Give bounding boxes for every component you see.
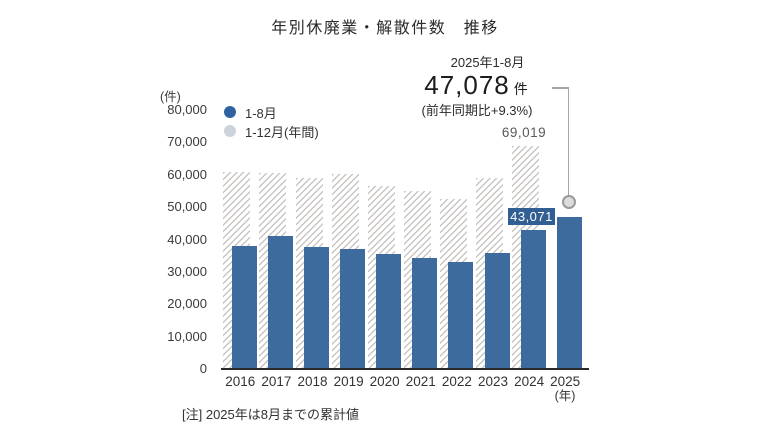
bar-jan-aug-2017 — [267, 235, 293, 369]
annotation-yoy: (前年同期比+9.3%) — [421, 103, 533, 118]
legend-label-full-year: 1-12月(年間) — [245, 124, 319, 140]
bar-jan-aug-2018 — [304, 247, 329, 369]
callout-line-vertical — [567, 87, 569, 196]
x-tick-label-2020: 2020 — [369, 374, 400, 389]
y-tick-label: 40,000 — [167, 231, 207, 247]
x-tick-label-2025: 2025 — [550, 374, 581, 389]
footnote: [注] 2025年は8月までの累計値 — [182, 407, 359, 422]
callout-line-horizontal — [552, 87, 568, 89]
x-axis-unit: (年) — [554, 389, 576, 403]
y-tick-label: 50,000 — [167, 199, 207, 215]
chart-title: 年別休廃業・解散件数 推移 — [271, 20, 499, 37]
x-tick-label-2022: 2022 — [441, 374, 472, 389]
y-tick-label: 70,000 — [167, 134, 207, 150]
legend-item-full-year: 1-12月(年間) — [224, 124, 319, 140]
annotation-period: 2025年1-8月 — [450, 55, 525, 70]
annotation-value-number: 47,078 — [424, 70, 510, 100]
x-tick-label-2021: 2021 — [405, 374, 436, 389]
y-tick-label: 30,000 — [167, 263, 207, 279]
bar-jan-aug-2021 — [412, 258, 438, 369]
annotation-value-unit: 件 — [513, 81, 528, 97]
bar-jan-aug-2019 — [340, 248, 366, 369]
x-tick-label-2016: 2016 — [225, 374, 256, 389]
annotation-value: 47,078 件 — [400, 70, 552, 101]
bar-jan-aug-2020 — [376, 253, 402, 369]
y-axis-unit: (件) — [160, 90, 181, 104]
legend-dot-jan-aug — [224, 106, 236, 118]
y-tick-label: 0 — [199, 361, 207, 376]
legend-label-jan-aug: 1-8月 — [245, 105, 277, 121]
bar-jan-aug-2024 — [520, 229, 546, 369]
bar-jan-aug-2023 — [484, 252, 510, 369]
x-tick-label-2017: 2017 — [261, 374, 292, 389]
x-tick-label-2019: 2019 — [333, 374, 364, 389]
x-tick-label-2024: 2024 — [514, 374, 545, 389]
legend-item-jan-aug: 1-8月 — [224, 105, 319, 121]
x-tick-label-2018: 2018 — [297, 374, 328, 389]
callout-endpoint-dot — [562, 195, 576, 209]
legend-dot-full-year — [224, 125, 236, 137]
data-label-full-2024: 69,019 — [501, 125, 547, 140]
y-tick-label: 10,000 — [167, 328, 207, 344]
bar-jan-aug-2025 — [556, 216, 582, 369]
legend: 1-8月 1-12月(年間) — [224, 105, 319, 140]
x-axis-line — [221, 368, 589, 370]
plot-area — [223, 145, 582, 369]
bar-jan-aug-2022 — [448, 261, 474, 369]
bar-jan-aug-2016 — [231, 246, 257, 369]
data-label-jan-aug-2024: 43,071 — [508, 208, 555, 225]
y-tick-label: 80,000 — [167, 102, 207, 117]
y-tick-label: 20,000 — [167, 296, 207, 312]
y-tick-label: 60,000 — [167, 166, 207, 182]
x-tick-label-2023: 2023 — [477, 374, 509, 389]
